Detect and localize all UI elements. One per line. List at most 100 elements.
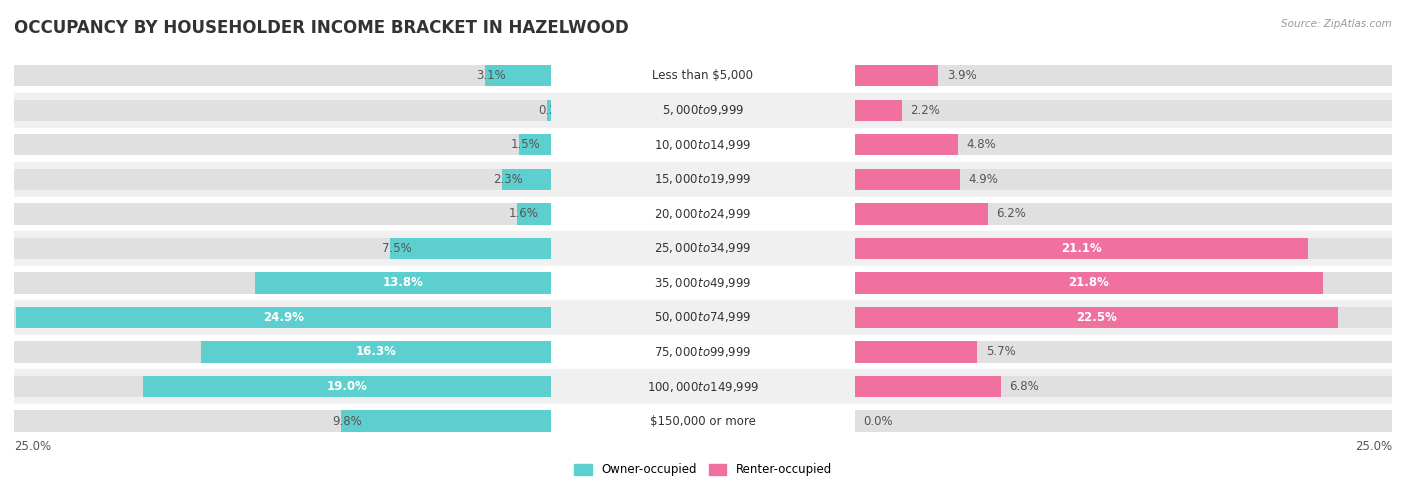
Bar <box>254 272 551 294</box>
Bar <box>855 376 1001 397</box>
Text: 6.8%: 6.8% <box>1010 380 1039 393</box>
Bar <box>14 300 551 335</box>
Bar <box>17 307 551 328</box>
Bar <box>855 65 1392 86</box>
Bar <box>855 411 1392 432</box>
Text: 25.0%: 25.0% <box>14 440 51 453</box>
Bar <box>502 169 551 190</box>
Bar <box>391 238 551 259</box>
Bar <box>855 341 977 363</box>
Bar <box>551 93 855 128</box>
Bar <box>551 369 855 404</box>
Text: 24.9%: 24.9% <box>263 311 304 324</box>
Bar <box>855 300 1392 335</box>
Bar <box>855 203 988 225</box>
Bar <box>551 197 855 231</box>
Text: 1.5%: 1.5% <box>510 138 540 151</box>
Bar <box>551 404 855 438</box>
Text: 4.8%: 4.8% <box>966 138 995 151</box>
Bar <box>855 307 1339 328</box>
Text: 13.8%: 13.8% <box>382 277 423 289</box>
Bar <box>855 65 938 86</box>
Bar <box>855 93 1392 128</box>
Bar <box>14 307 551 328</box>
Bar <box>14 272 551 294</box>
Bar <box>14 203 551 225</box>
Text: Less than $5,000: Less than $5,000 <box>652 69 754 82</box>
Bar <box>14 162 551 197</box>
Text: $150,000 or more: $150,000 or more <box>650 414 756 428</box>
Text: 5.7%: 5.7% <box>986 345 1015 358</box>
Bar <box>14 265 551 300</box>
Bar <box>855 162 1392 197</box>
Bar <box>855 99 1392 121</box>
Bar <box>14 197 551 231</box>
Bar <box>14 411 551 432</box>
Text: 3.1%: 3.1% <box>477 69 506 82</box>
Text: $10,000 to $14,999: $10,000 to $14,999 <box>654 138 752 152</box>
Bar <box>855 272 1323 294</box>
Text: $35,000 to $49,999: $35,000 to $49,999 <box>654 276 752 290</box>
Text: 19.0%: 19.0% <box>326 380 367 393</box>
Text: 2.3%: 2.3% <box>494 173 523 186</box>
Bar <box>14 231 551 265</box>
Text: $75,000 to $99,999: $75,000 to $99,999 <box>654 345 752 359</box>
Bar <box>855 58 1392 93</box>
Bar <box>14 58 551 93</box>
Bar <box>855 369 1392 404</box>
Bar <box>14 376 551 397</box>
Bar <box>855 238 1392 259</box>
Text: 22.5%: 22.5% <box>1076 311 1116 324</box>
Text: 2.2%: 2.2% <box>911 104 941 117</box>
Bar <box>855 231 1392 265</box>
Bar <box>14 238 551 259</box>
Text: 4.9%: 4.9% <box>969 173 998 186</box>
Bar <box>14 335 551 369</box>
Text: 7.5%: 7.5% <box>381 242 412 255</box>
Bar <box>519 134 551 155</box>
Bar <box>855 404 1392 438</box>
Bar <box>14 65 551 86</box>
Text: OCCUPANCY BY HOUSEHOLDER INCOME BRACKET IN HAZELWOOD: OCCUPANCY BY HOUSEHOLDER INCOME BRACKET … <box>14 19 628 37</box>
Text: 25.0%: 25.0% <box>1355 440 1392 453</box>
Bar <box>14 134 551 155</box>
Bar <box>14 93 551 128</box>
Bar <box>551 58 855 93</box>
Bar <box>14 99 551 121</box>
Bar <box>855 203 1392 225</box>
Bar <box>855 99 901 121</box>
Bar <box>201 341 551 363</box>
Bar <box>855 169 1392 190</box>
Bar <box>551 231 855 265</box>
Text: 1.6%: 1.6% <box>509 207 538 220</box>
Bar <box>143 376 551 397</box>
Bar <box>551 335 855 369</box>
Text: $50,000 to $74,999: $50,000 to $74,999 <box>654 310 752 324</box>
Bar <box>14 404 551 438</box>
Bar <box>14 128 551 162</box>
Text: Source: ZipAtlas.com: Source: ZipAtlas.com <box>1281 19 1392 30</box>
Text: $15,000 to $19,999: $15,000 to $19,999 <box>654 172 752 187</box>
Bar <box>340 411 551 432</box>
Text: $5,000 to $9,999: $5,000 to $9,999 <box>662 103 744 117</box>
Bar <box>855 128 1392 162</box>
Text: 0.22%: 0.22% <box>538 104 575 117</box>
Text: $100,000 to $149,999: $100,000 to $149,999 <box>647 379 759 393</box>
Bar <box>855 134 957 155</box>
Bar <box>855 272 1392 294</box>
Bar <box>855 197 1392 231</box>
Text: 0.0%: 0.0% <box>863 414 893 428</box>
Legend: Owner-occupied, Renter-occupied: Owner-occupied, Renter-occupied <box>569 459 837 481</box>
Bar <box>855 265 1392 300</box>
Text: $20,000 to $24,999: $20,000 to $24,999 <box>654 207 752 221</box>
Bar <box>551 265 855 300</box>
Text: $25,000 to $34,999: $25,000 to $34,999 <box>654 242 752 255</box>
Bar <box>855 238 1308 259</box>
Bar <box>485 65 551 86</box>
Bar <box>517 203 551 225</box>
Bar <box>14 169 551 190</box>
Text: 21.8%: 21.8% <box>1069 277 1109 289</box>
Bar <box>14 341 551 363</box>
Bar <box>855 376 1392 397</box>
Bar <box>551 162 855 197</box>
